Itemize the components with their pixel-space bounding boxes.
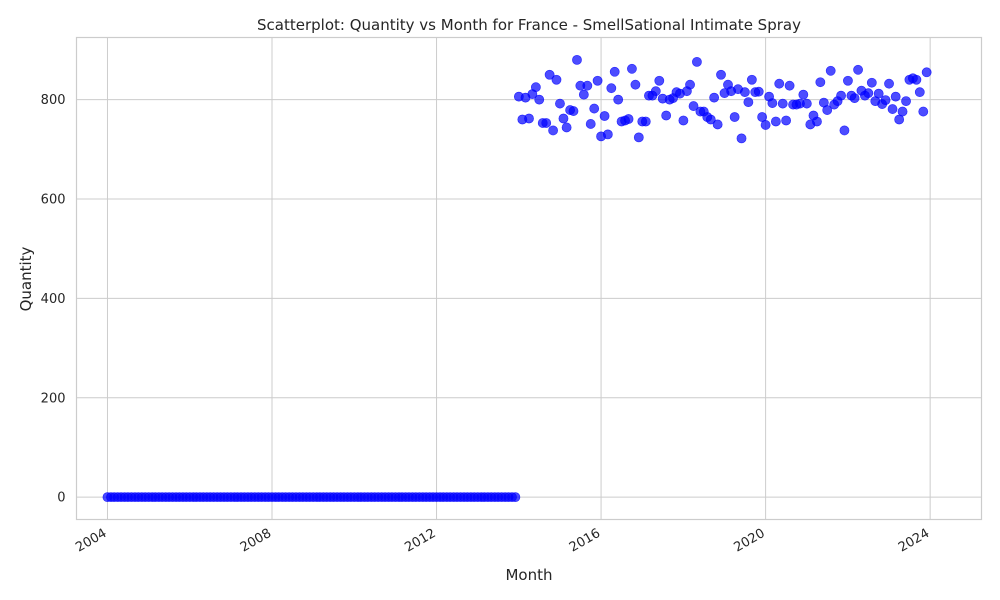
- data-point: [578, 89, 589, 100]
- data-point: [873, 88, 884, 99]
- data-point: [784, 80, 795, 91]
- data-point: [801, 98, 812, 109]
- data-point: [558, 113, 569, 124]
- x-tick-label: 2012: [402, 526, 438, 556]
- y-tick-labels: 0 200 400 600 800: [41, 93, 66, 506]
- data-point: [753, 86, 764, 97]
- data-point: [640, 116, 651, 127]
- data-point: [770, 116, 781, 127]
- data-point: [585, 119, 596, 129]
- data-point: [510, 492, 521, 503]
- data-point: [609, 66, 620, 77]
- data-point: [836, 90, 846, 101]
- data-point: [880, 95, 891, 106]
- data-point: [544, 69, 555, 80]
- data-point: [914, 87, 925, 98]
- data-point: [685, 79, 695, 90]
- data-point: [561, 122, 572, 133]
- y-tick-label: 200: [41, 391, 66, 406]
- data-point: [555, 98, 565, 109]
- data-point: [901, 96, 911, 107]
- data-point: [606, 83, 617, 94]
- data-point: [623, 114, 634, 124]
- data-point: [849, 93, 860, 104]
- data-point: [688, 101, 699, 111]
- data-points: [102, 54, 932, 503]
- data-point: [572, 54, 582, 65]
- data-point: [743, 97, 754, 107]
- x-tick-label: 2004: [73, 526, 109, 556]
- data-point: [630, 79, 641, 90]
- chart-title: Scatterplot: Quantity vs Month for Franc…: [257, 16, 801, 34]
- data-point: [777, 98, 788, 109]
- data-point: [534, 94, 545, 105]
- data-point: [568, 106, 579, 116]
- data-point: [692, 56, 702, 67]
- data-point: [716, 69, 726, 80]
- y-tick-label: 800: [41, 93, 66, 108]
- data-point: [866, 77, 877, 88]
- data-point: [705, 114, 716, 125]
- data-point: [592, 75, 603, 86]
- data-point: [602, 129, 613, 140]
- data-point: [825, 65, 836, 76]
- data-point: [627, 63, 637, 74]
- data-point: [739, 87, 750, 98]
- data-point: [843, 75, 853, 86]
- data-point: [746, 74, 757, 85]
- data-point: [709, 92, 720, 103]
- data-point: [613, 94, 624, 105]
- data-point: [589, 103, 600, 114]
- y-tick-label: 400: [41, 292, 66, 307]
- y-tick-label: 0: [57, 491, 65, 506]
- data-point: [887, 104, 898, 114]
- x-tick-label: 2016: [567, 526, 603, 556]
- data-point: [633, 132, 644, 143]
- data-point: [551, 74, 562, 85]
- data-point: [712, 119, 723, 130]
- data-point: [678, 115, 689, 126]
- data-point: [815, 77, 826, 88]
- data-point: [897, 106, 908, 117]
- data-point: [650, 86, 661, 97]
- x-tick-label: 2020: [731, 526, 767, 556]
- data-point: [548, 125, 559, 136]
- data-point: [921, 67, 932, 78]
- data-point: [736, 133, 747, 144]
- y-tick-label: 600: [41, 192, 66, 207]
- data-point: [822, 105, 833, 115]
- y-axis-label: Quantity: [17, 246, 35, 311]
- x-tick-label: 2024: [896, 526, 932, 556]
- data-point: [599, 111, 610, 121]
- data-point: [661, 110, 672, 121]
- data-point: [890, 91, 901, 102]
- data-point: [853, 64, 863, 75]
- data-point: [654, 75, 665, 86]
- data-point: [760, 120, 771, 130]
- x-axis-label: Month: [505, 566, 552, 584]
- data-point: [839, 125, 850, 136]
- data-point: [524, 113, 534, 124]
- data-point: [582, 80, 593, 91]
- data-point: [781, 115, 792, 126]
- x-tick-label: 2008: [238, 526, 274, 556]
- data-point: [767, 98, 778, 108]
- data-point: [812, 116, 822, 127]
- data-point: [729, 112, 740, 122]
- data-point: [774, 78, 785, 89]
- data-point: [911, 74, 922, 85]
- data-point: [863, 88, 874, 99]
- data-point: [798, 89, 809, 100]
- x-tick-labels: 2004 2008 2012 2016 2020 2024: [73, 526, 932, 556]
- data-point: [918, 106, 929, 117]
- data-point: [530, 82, 541, 93]
- grid-lines: [76, 37, 982, 520]
- data-point: [541, 118, 552, 128]
- plot-frame: [75, 36, 983, 521]
- data-point: [884, 78, 894, 89]
